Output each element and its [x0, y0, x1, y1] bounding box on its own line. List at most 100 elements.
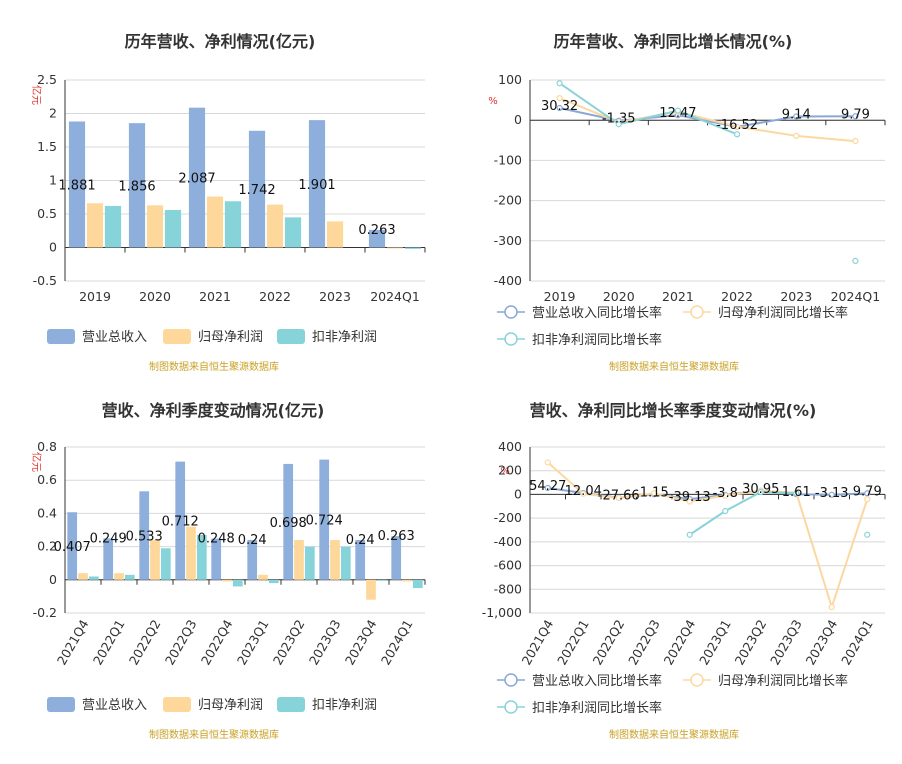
x-tick-label: 2023Q1	[696, 617, 734, 667]
legend-label: 归母净利润	[198, 330, 263, 345]
bar-2023Q3-s0	[319, 459, 330, 580]
data-label: 1.61	[782, 485, 811, 500]
bar-2024Q1-s0	[368, 229, 386, 248]
bar-2023Q2-s2	[304, 546, 315, 580]
data-label: 0.24	[238, 533, 267, 548]
point-2019-s0	[556, 104, 563, 112]
x-tick-label: 2023Q3	[306, 617, 344, 667]
x-tick-label: 2024Q1	[838, 617, 876, 667]
legend-swatch	[47, 329, 75, 344]
bar-2023Q4-s1	[366, 579, 376, 600]
bar-2022Q1-s0	[103, 538, 114, 580]
legend-marker	[504, 305, 518, 319]
x-tick-label: 2021	[199, 289, 231, 304]
legend-label: 营业总收入同比增长率	[532, 673, 662, 689]
x-tick-label: 2022Q1	[554, 617, 592, 667]
y-tick-label: 0.5	[37, 206, 57, 221]
point-2024Q1-s2	[852, 257, 859, 264]
data-label: -16.52	[716, 118, 758, 133]
y-tick-label: -400	[494, 273, 522, 288]
source-note: 制图数据来自恒生聚源数据库	[149, 728, 279, 741]
bar-2022Q2-s1	[150, 539, 160, 580]
point-2024Q1-s1	[864, 496, 871, 503]
bar-2022-s0	[248, 130, 266, 248]
bar-2023Q1-s0	[247, 539, 258, 580]
y-tick-label: 200	[498, 463, 522, 478]
point-2023-s0	[793, 113, 800, 120]
bar-2024Q1-s1	[402, 579, 412, 582]
chart-title: 历年营收、净利情况(亿元)	[125, 32, 316, 51]
x-tick-label: 2024Q1	[831, 289, 881, 304]
bar-2022Q4-s1	[222, 579, 232, 582]
data-label: 1.742	[238, 183, 275, 198]
x-tick-label: 2023	[780, 289, 812, 304]
y-tick-label: 0.6	[37, 472, 57, 487]
point-2021Q4-s1	[544, 459, 551, 466]
source-note: 制图数据来自恒生聚源数据库	[609, 728, 739, 741]
chart-annual-amounts: 历年营收、净利情况(亿元) 亿元 -0.5 0 0.5 1 1.5 2 2.5 2019 2020 2…	[30, 32, 426, 373]
x-tick-label: 2022	[259, 289, 291, 304]
bar-2022-s2	[284, 217, 302, 248]
data-label: 54.27	[529, 479, 566, 494]
point-2023Q2-s2	[757, 488, 764, 496]
point-2023Q4-s1	[828, 603, 835, 611]
data-label: 30.95	[742, 482, 779, 497]
legend-swatch	[163, 697, 191, 712]
y-tick-label: -200	[494, 193, 522, 208]
legend-label: 归母净利润同比增长率	[718, 673, 848, 689]
x-tick-label: 2022Q4	[198, 617, 236, 667]
legend-label: 扣非净利润同比增长率	[532, 700, 662, 716]
x-tick-label: 2023	[319, 289, 351, 304]
point-2022Q1-s1	[580, 490, 587, 497]
bar-2024Q1-s0	[391, 536, 402, 580]
legend-label: 归母净利润同比增长率	[718, 305, 848, 321]
data-label: 0.712	[162, 515, 199, 530]
series-line-s1	[547, 461, 869, 611]
legend-swatch	[277, 697, 305, 712]
y-tick-label: 1	[49, 173, 57, 188]
data-label: 30.32	[541, 99, 578, 114]
point-2024Q1-s2	[864, 531, 871, 538]
bar-2021Q4-s1	[78, 573, 88, 580]
x-tick-label: 2024Q1	[370, 289, 420, 304]
y-tick-label: 2	[49, 106, 57, 121]
bar-2023-s1	[326, 221, 344, 248]
y-tick-label: -100	[494, 152, 522, 167]
data-label: 0.263	[378, 529, 415, 544]
bar-2022Q2-s0	[139, 491, 150, 580]
x-tick-label: 2020	[139, 289, 171, 304]
x-tick-label: 2019	[79, 289, 111, 304]
y-tick-label: -0.5	[33, 273, 57, 288]
point-2022Q3-s1	[651, 490, 658, 497]
point-2021Q4-s0	[544, 484, 551, 492]
legend-label: 扣非净利润	[312, 330, 377, 345]
bar-2021-s2	[224, 201, 242, 248]
point-2022Q4-s2	[686, 531, 693, 538]
chart-annual-growth: 历年营收、净利同比增长情况(%)% -400 -300 -200 -100 0 100 201…	[488, 32, 886, 373]
x-tick-label: 2023Q2	[732, 617, 770, 667]
point-2022Q4-s1	[686, 498, 693, 505]
legend-marker	[690, 673, 704, 687]
bar-2023Q4-s2	[376, 579, 387, 581]
x-tick-label: 2022Q2	[590, 617, 628, 667]
bar-2023Q1-s1	[258, 574, 268, 580]
data-label: -27.66	[598, 489, 640, 504]
bar-2021-s0	[188, 107, 206, 248]
x-tick-label: 2023Q4	[342, 617, 380, 667]
data-label: 9.14	[782, 108, 811, 123]
legend-marker	[690, 305, 704, 319]
bar-2022Q1-s1	[114, 573, 124, 580]
data-label: -3.13	[815, 486, 849, 501]
point-2023Q1-s2	[722, 507, 729, 515]
point-2019-s1	[556, 94, 563, 102]
y-tick-label: 400	[498, 439, 522, 454]
bar-2019-s1	[86, 203, 104, 248]
data-label: 0.724	[306, 514, 343, 529]
point-2022Q2-s1	[615, 494, 622, 502]
bar-2022Q3-s1	[186, 526, 196, 580]
x-tick-label: 2023Q2	[270, 617, 308, 667]
y-tick-label: 0	[514, 112, 522, 127]
legend-marker	[504, 332, 518, 346]
bar-2023Q2-s1	[294, 539, 304, 580]
